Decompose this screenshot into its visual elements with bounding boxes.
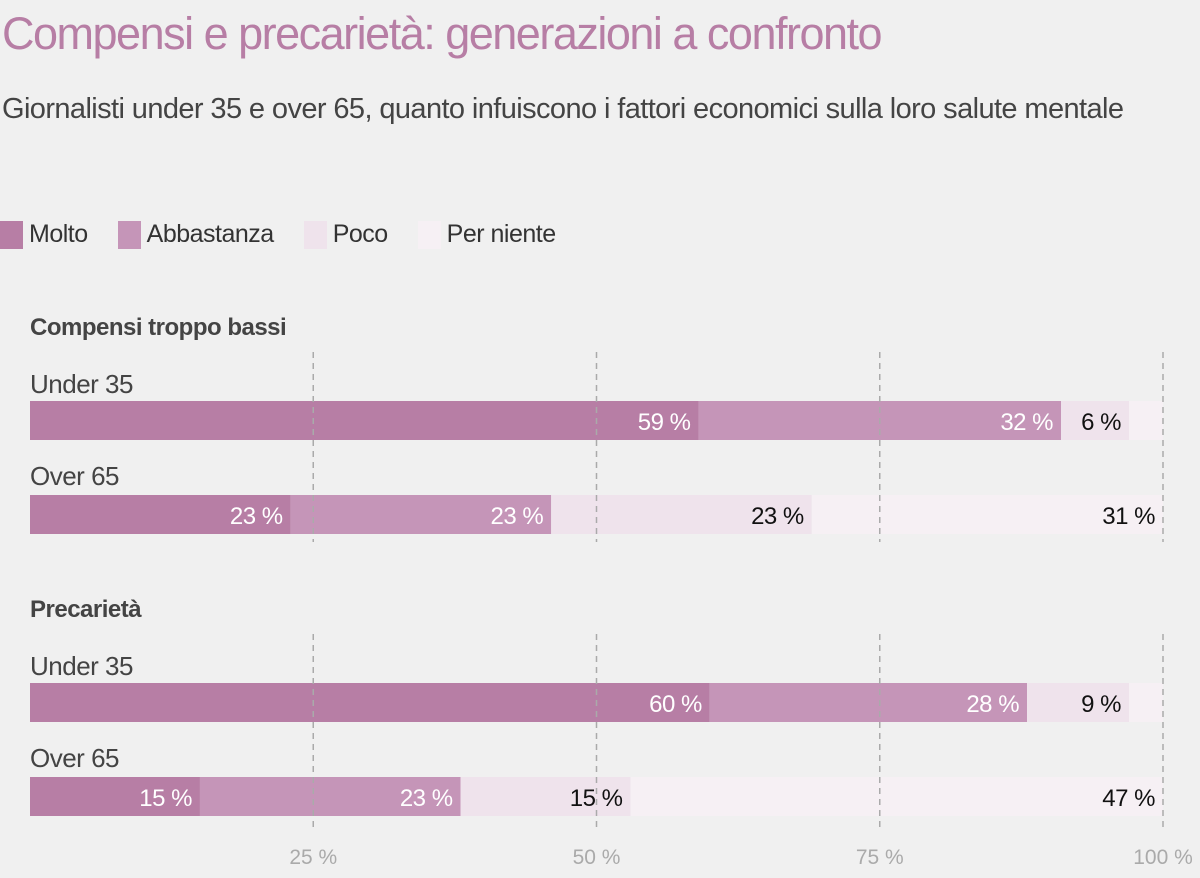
legend-label: Poco — [332, 220, 388, 248]
legend-label: Molto — [29, 220, 88, 248]
bar-segment — [199, 777, 461, 816]
data-label: 32 % — [1000, 409, 1053, 436]
x-tick-label: 75 % — [856, 846, 904, 869]
x-tick-label: 50 % — [573, 846, 621, 869]
chart-title: Compensi e precarietà: generazioni a con… — [2, 8, 883, 59]
bar-segment — [1027, 683, 1130, 722]
legend-swatch — [0, 220, 23, 249]
bar-segment — [30, 683, 710, 722]
bar-segment — [30, 495, 291, 534]
data-label: 47 % — [1102, 785, 1155, 812]
bar-segment — [811, 495, 1163, 534]
bar-segment — [709, 683, 1028, 722]
data-label: 28 % — [966, 691, 1019, 718]
data-label: 23 % — [751, 503, 804, 530]
bar-segment — [1129, 683, 1163, 722]
bar-segment — [290, 495, 552, 534]
group-title: Compensi troppo bassi — [30, 314, 286, 341]
legend-swatch — [303, 220, 327, 249]
chart-subtitle: Giornalisti under 35 e over 65, quanto i… — [2, 93, 1124, 125]
bar-segment — [630, 777, 1163, 816]
legend-label: Abbastanza — [146, 220, 275, 248]
bar-segment — [30, 777, 200, 816]
x-tick-label: 25 % — [289, 846, 337, 869]
row-label: Over 65 — [30, 743, 119, 773]
data-label: 31 % — [1102, 503, 1155, 530]
group-title: Precarietà — [30, 596, 142, 623]
row-label: Over 65 — [30, 461, 119, 491]
legend-item: Abbastanza — [117, 220, 275, 249]
data-label: 23 % — [400, 785, 453, 812]
legend-swatch — [117, 220, 141, 249]
row-label: Under 35 — [30, 651, 133, 681]
bar-segment — [1129, 401, 1163, 440]
legend-item: Poco — [303, 220, 388, 249]
legend-item: Molto — [0, 220, 88, 249]
data-label: 59 % — [638, 409, 691, 436]
legend-label: Per niente — [446, 220, 556, 248]
x-tick-label: 100 % — [1133, 846, 1193, 869]
data-label: 23 % — [490, 503, 543, 530]
bar-segment — [1061, 401, 1130, 440]
row-label: Under 35 — [30, 369, 133, 399]
legend-item: Per niente — [417, 220, 556, 249]
data-label: 15 % — [139, 785, 192, 812]
data-label: 9 % — [1081, 691, 1121, 718]
legend-swatch — [417, 220, 441, 249]
data-label: 60 % — [649, 691, 702, 718]
bar-segment — [30, 401, 699, 440]
data-label: 6 % — [1081, 409, 1121, 436]
bar-segment — [551, 495, 812, 534]
legend: Molto Abbastanza Poco Per niente — [0, 220, 586, 249]
data-label: 23 % — [230, 503, 283, 530]
bar-segment — [460, 777, 631, 816]
